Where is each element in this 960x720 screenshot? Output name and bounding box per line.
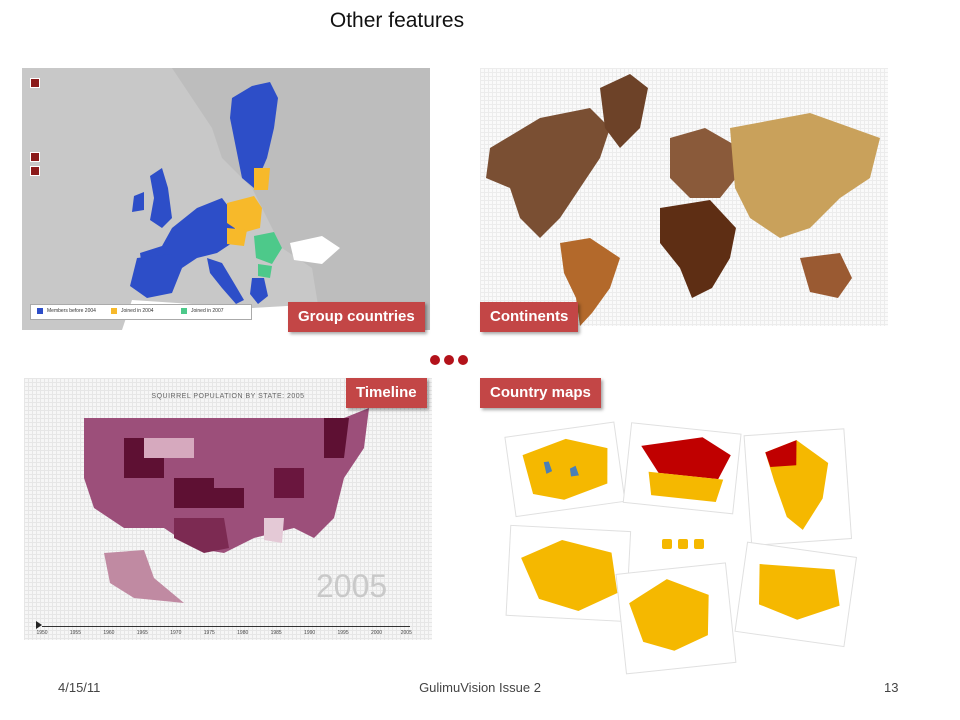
more-features-dots: [430, 352, 478, 366]
tick-label: 1950: [36, 630, 48, 636]
timeline-slider[interactable]: [42, 626, 410, 627]
tick-label: 1985: [270, 630, 282, 636]
eu-group-map[interactable]: Members before 2004 Joined in 2004 Joine…: [22, 68, 430, 330]
legend-joined-2004: Joined in 2004: [121, 308, 154, 314]
us-map-title: SQUIRREL POPULATION BY STATE: 2005: [151, 393, 305, 400]
more-country-maps-dots: [662, 536, 710, 549]
tick-label: 2000: [370, 630, 383, 636]
tick-label: 1990: [304, 630, 316, 636]
legend-joined-2007: Joined in 2007: [191, 308, 224, 314]
timeline-year: 2005: [316, 568, 388, 604]
zoom-out-icon[interactable]: [30, 166, 40, 176]
play-icon[interactable]: [36, 621, 42, 629]
footer-title: GulimuVision Issue 2: [419, 680, 541, 695]
tick-label: 2005: [400, 630, 412, 636]
us-timeline-map[interactable]: SQUIRREL POPULATION BY STATE: 2005 2005 …: [24, 378, 432, 640]
group-countries-label: Group countries: [288, 302, 425, 332]
tick-label: 1980: [237, 630, 249, 636]
eu-legend: Members before 2004 Joined in 2004 Joine…: [30, 304, 252, 320]
tick-label: 1965: [136, 630, 148, 636]
country-maps-label: Country maps: [480, 378, 601, 408]
world-map-graphic: [486, 74, 880, 326]
timeline-label: Timeline: [346, 378, 427, 408]
eu-map-graphic: [122, 68, 430, 330]
zoom-in-icon[interactable]: [30, 78, 40, 88]
tick-label: 1975: [203, 630, 215, 636]
continents-map[interactable]: [480, 68, 888, 326]
footer-date: 4/15/11: [58, 680, 101, 695]
tick-label: 1955: [69, 630, 81, 636]
slide-title: Other features: [329, 9, 465, 32]
continents-label: Continents: [480, 302, 579, 332]
us-map-graphic: [84, 408, 369, 603]
page-number: 13: [884, 680, 899, 695]
timeline-ticks: 1950 1955 1960 1965 1970 1975 1980 1985 …: [36, 630, 412, 638]
country-maps-collage: [500, 420, 860, 700]
legend-before-2004: Members before 2004: [47, 308, 96, 314]
tick-label: 1960: [103, 630, 115, 636]
country-maps-graphic: [504, 421, 858, 675]
tick-label: 1995: [337, 630, 349, 636]
tick-label: 1970: [170, 630, 182, 636]
pan-icon[interactable]: [30, 152, 40, 162]
